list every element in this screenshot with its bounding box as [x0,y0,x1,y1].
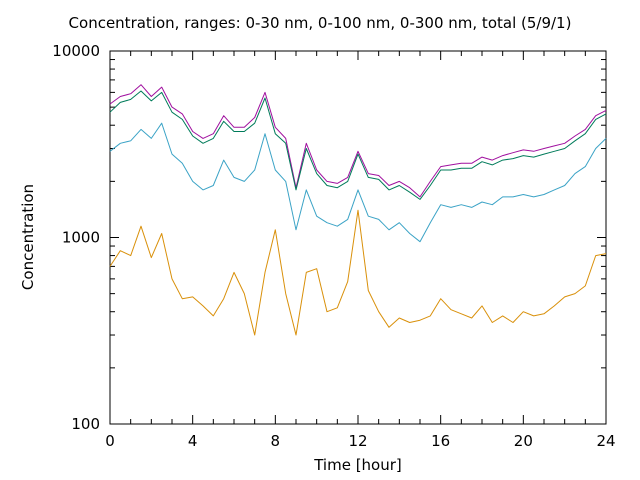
series-line-1 [109,84,607,198]
series-line-3 [109,122,607,243]
x-tick-label: 0 [105,432,115,450]
x-tick-label: 8 [271,432,281,450]
x-tick-label: 16 [431,432,450,450]
x-tick-label: 24 [596,432,615,450]
x-tick-label: 4 [188,432,198,450]
y-tick-label: 100 [71,415,100,433]
series-line-4 [109,209,607,336]
x-tick-label: 20 [514,432,533,450]
x-tick-label: 12 [348,432,367,450]
plot-frame [109,50,607,425]
y-tick-label: 1000 [62,229,100,247]
x-axis-label: Time [hour] [314,456,402,474]
chart-title: Concentration, ranges: 0-30 nm, 0-100 nm… [68,14,572,32]
series-line-2 [109,90,607,200]
y-axis-label: Concentration [19,183,37,291]
y-tick-label: 10000 [52,42,100,60]
